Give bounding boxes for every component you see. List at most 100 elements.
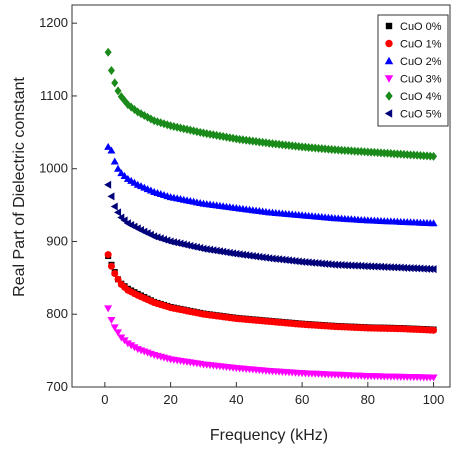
data-point xyxy=(311,259,319,268)
data-point xyxy=(386,263,394,272)
data-point xyxy=(104,180,112,189)
data-point xyxy=(370,262,378,271)
data-point xyxy=(304,258,312,267)
data-point xyxy=(245,251,253,260)
data-point xyxy=(330,260,338,269)
x-axis-title: Frequency (kHz) xyxy=(210,427,328,444)
data-point xyxy=(399,263,407,272)
data-point xyxy=(317,259,325,268)
data-point xyxy=(406,264,414,273)
y-tick-label: 900 xyxy=(46,233,68,248)
data-point xyxy=(232,249,240,258)
data-point xyxy=(196,244,204,253)
data-point xyxy=(363,262,371,271)
legend-box xyxy=(377,14,449,127)
data-point xyxy=(189,242,197,251)
legend-marker xyxy=(385,39,393,48)
x-tick-label: 40 xyxy=(229,392,243,407)
series-cuo-3- xyxy=(104,305,438,382)
data-point xyxy=(357,261,365,270)
y-tick-label: 800 xyxy=(46,306,68,321)
data-point xyxy=(265,254,273,263)
data-point xyxy=(222,248,230,257)
legend-label: CuO 2% xyxy=(400,56,442,68)
data-point xyxy=(107,146,116,154)
data-point xyxy=(294,257,302,266)
data-point xyxy=(121,96,129,106)
data-point xyxy=(114,208,122,217)
data-point xyxy=(252,252,260,261)
data-point xyxy=(373,262,381,271)
x-tick-label: 60 xyxy=(295,392,309,407)
legend-label: CuO 5% xyxy=(400,109,442,121)
data-point xyxy=(353,261,361,270)
y-tick-label: 1100 xyxy=(40,88,68,103)
y-tick-label: 1200 xyxy=(39,15,68,30)
data-point xyxy=(186,241,194,250)
data-point xyxy=(268,254,276,263)
data-point xyxy=(301,258,309,267)
x-tick-label: 80 xyxy=(361,392,375,407)
data-point xyxy=(380,262,388,271)
data-point xyxy=(376,262,384,271)
data-point xyxy=(123,340,132,348)
series-cuo-2- xyxy=(104,142,438,227)
data-point xyxy=(278,255,286,264)
chart-legend: CuO 0% CuO 1% CuO 2% CuO 3% CuO 4% CuO 5% xyxy=(377,14,449,127)
data-point xyxy=(173,238,181,247)
data-point xyxy=(111,269,119,277)
data-point xyxy=(340,261,348,270)
data-point xyxy=(393,263,401,272)
data-point xyxy=(281,256,289,265)
series-cuo-5- xyxy=(104,180,437,274)
data-point xyxy=(367,262,375,271)
data-point xyxy=(314,259,322,268)
data-point xyxy=(288,256,296,265)
data-point xyxy=(426,264,434,273)
x-tick-label: 0 xyxy=(101,392,108,407)
data-point xyxy=(324,260,332,269)
y-tick-label: 1000 xyxy=(39,161,68,176)
data-point xyxy=(202,245,210,254)
legend-marker xyxy=(384,56,394,65)
y-axis-title: Real Part of Dielectric constant xyxy=(11,77,28,297)
data-point xyxy=(350,261,358,270)
chart-axes: 0 20 40 60 80 100 700 800 900 1000 1100 1200 xyxy=(39,15,444,407)
data-point xyxy=(199,244,207,253)
data-point xyxy=(429,374,438,382)
plot-frame xyxy=(71,4,451,388)
data-point xyxy=(124,100,132,110)
data-point xyxy=(107,65,115,75)
data-point xyxy=(242,251,250,260)
data-point xyxy=(430,326,438,334)
data-point xyxy=(127,342,136,350)
data-point xyxy=(110,324,119,332)
data-point xyxy=(248,252,256,261)
data-point xyxy=(192,243,200,252)
data-point xyxy=(104,251,112,259)
legend-marker xyxy=(384,75,394,83)
data-point xyxy=(209,246,217,255)
data-point xyxy=(327,260,335,269)
data-point xyxy=(111,78,119,88)
data-point xyxy=(261,253,269,262)
data-point xyxy=(166,237,174,246)
x-tick-label: 20 xyxy=(163,392,177,407)
chart-marks xyxy=(104,47,438,382)
data-point xyxy=(298,257,306,266)
data-point xyxy=(107,262,115,270)
data-point xyxy=(403,263,411,272)
data-point xyxy=(219,247,227,256)
data-point xyxy=(422,264,430,273)
x-tick-label: 100 xyxy=(423,392,445,407)
data-point xyxy=(215,247,223,256)
data-point xyxy=(409,264,417,273)
data-point xyxy=(360,262,368,271)
y-tick-label: 700 xyxy=(46,379,68,394)
series-cuo-4- xyxy=(104,47,438,161)
data-point xyxy=(284,256,292,265)
data-point xyxy=(347,261,355,270)
data-point xyxy=(173,122,181,132)
data-point xyxy=(344,261,352,270)
data-point xyxy=(429,265,437,274)
